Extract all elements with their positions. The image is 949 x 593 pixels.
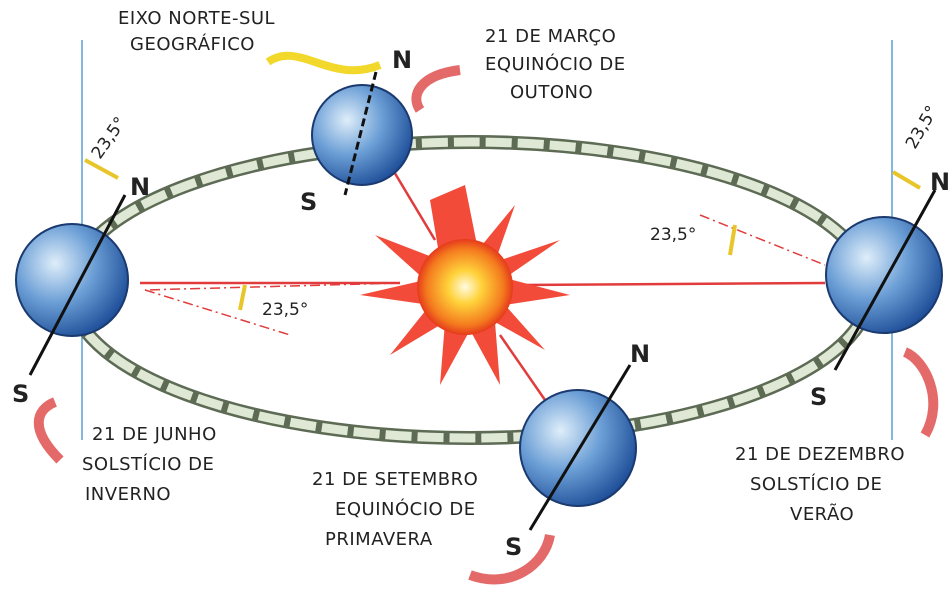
pole-south: S [810,383,827,411]
pole-south: S [505,533,522,561]
pointer-arrow [411,65,461,113]
label-line: 21 DE JUNHO [92,424,217,445]
angle-label: 23,5° [902,102,943,152]
globe-top [311,71,413,196]
sun [417,239,513,335]
label-line: EQUINÓCIO DE [335,498,476,520]
pole-south: S [300,188,317,216]
globe-left [15,194,129,376]
label-line: PRIMAVERA [325,529,433,550]
pole-north: N [130,173,150,201]
label-line: SOLSTÍCIO DE [82,453,214,475]
label-line: EQUINÓCIO DE [485,53,626,75]
pole-north: N [630,340,650,368]
globe-right [825,189,943,371]
angle-label: 23,5° [88,113,131,162]
label-line: EIXO NORTE-SUL [118,8,275,29]
pointer-arrow [902,347,939,438]
pole-north: N [930,168,949,196]
globe-bottom [519,364,637,531]
label-line: SOLSTÍCIO DE [750,473,882,495]
pole-north: N [392,46,412,74]
angle-markers [84,158,922,311]
angle-label: 23,5° [262,300,308,320]
label-line: VERÃO [790,503,854,525]
axis-arrow [265,51,382,75]
pointer-arrow [468,533,555,585]
rays [140,164,826,401]
label-line: INVERNO [85,484,171,505]
angle-label: 23,5° [650,225,696,245]
label-line: OUTONO [510,82,593,103]
pole-south: S [12,380,29,408]
label-line: 21 DE SETEMBRO [312,469,478,490]
label-line: GEOGRÁFICO [130,33,255,55]
label-line: 21 DE DEZEMBRO [735,444,905,465]
label-line: 21 DE MARÇO [485,26,616,47]
pointer-arrow [33,397,64,464]
